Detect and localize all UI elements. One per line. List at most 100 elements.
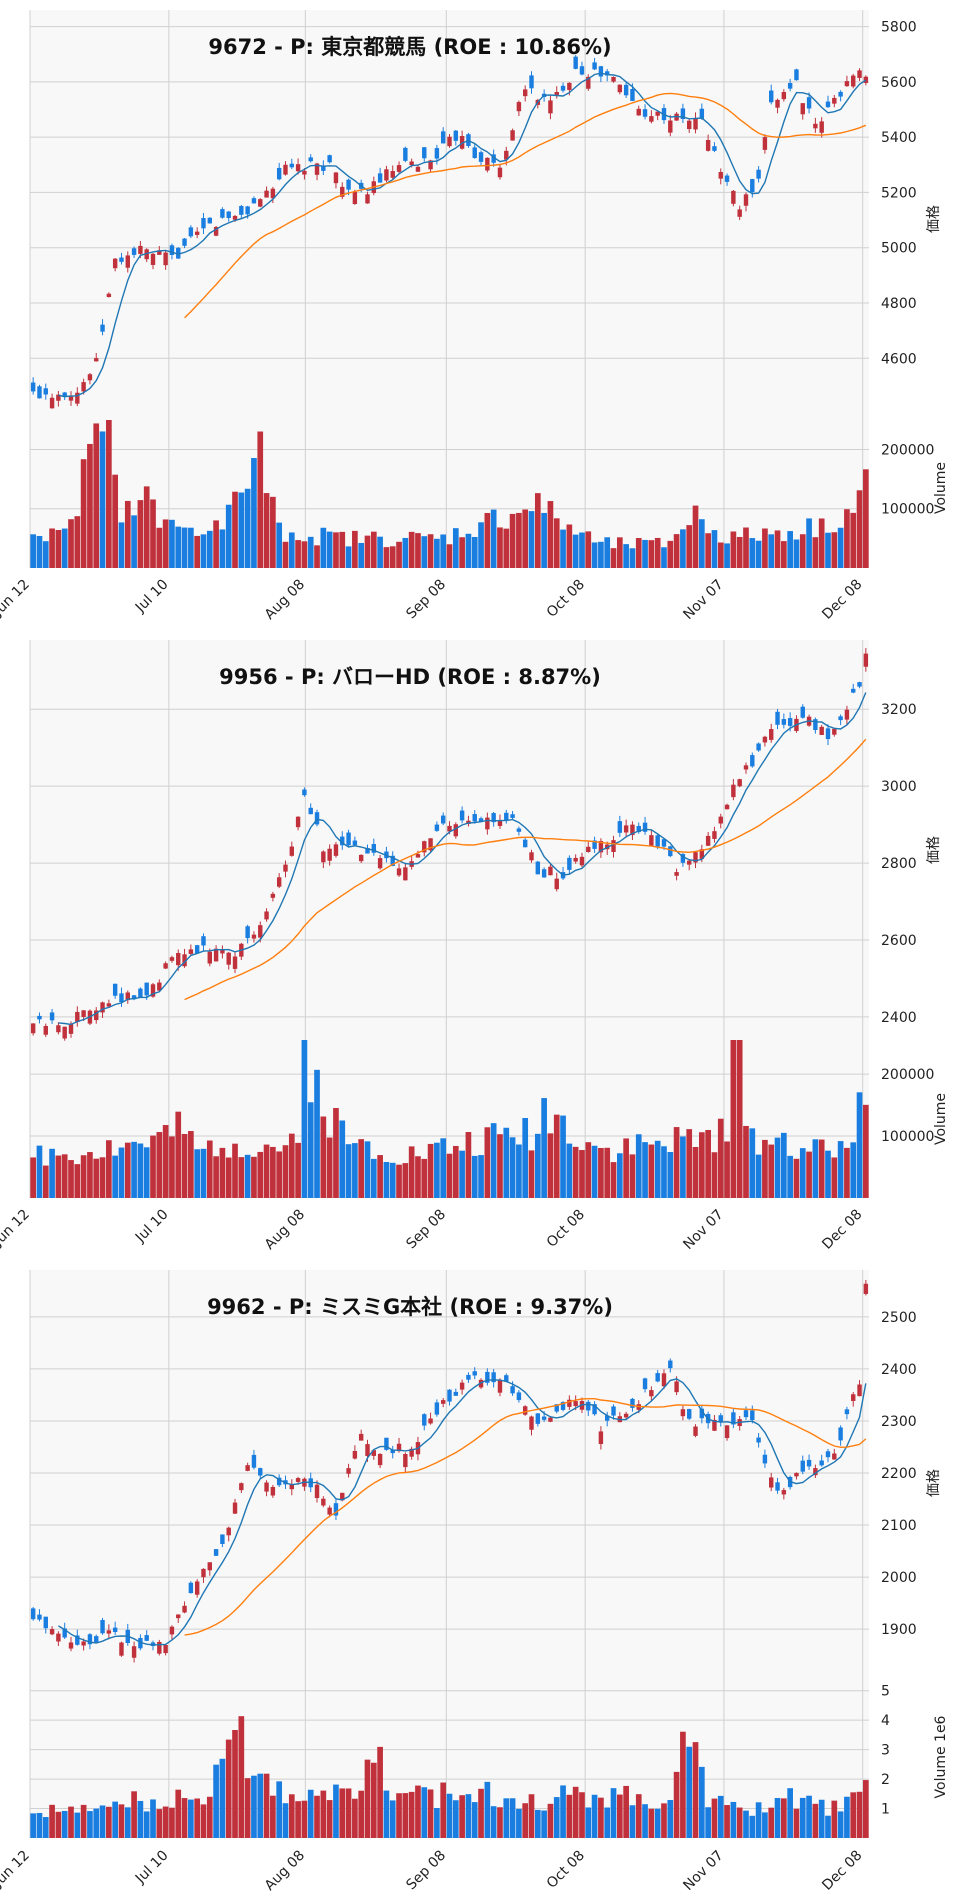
volume-bar <box>787 1155 793 1198</box>
volume-tick-label: 3 <box>881 1743 890 1759</box>
price-pane-bg <box>30 640 869 1040</box>
candle-body <box>857 682 862 687</box>
candle-body <box>144 249 149 260</box>
volume-bar <box>345 1144 352 1198</box>
volume-bar <box>282 1803 289 1838</box>
sma-fast-line <box>58 72 867 398</box>
volume-bar <box>118 522 125 568</box>
volume-bar <box>686 525 693 568</box>
volume-bar <box>705 1807 711 1838</box>
candle-body <box>485 1371 490 1383</box>
volume-bar <box>509 513 516 568</box>
volume-bar <box>251 1775 257 1838</box>
volume-bar <box>389 1800 396 1838</box>
candle-body <box>838 91 843 97</box>
candle-body <box>478 818 484 822</box>
volume-bar <box>194 1798 201 1838</box>
volume-bar <box>30 1813 36 1838</box>
candle-body <box>819 121 824 133</box>
volume-bar <box>711 1152 718 1198</box>
volume-bar <box>257 1773 264 1838</box>
candle-body <box>358 854 364 862</box>
volume-bar <box>206 1796 213 1838</box>
volume-bar <box>774 1137 781 1198</box>
candle-body <box>251 198 257 204</box>
candle-body <box>340 836 345 846</box>
candle-body <box>245 1465 250 1471</box>
candle-body <box>522 1406 528 1415</box>
x-tick-label: Jul 10 <box>132 1207 172 1247</box>
volume-bar <box>162 1806 169 1838</box>
volume-bar <box>30 1157 36 1198</box>
volume-bar <box>591 1145 598 1198</box>
sma-slow-line <box>184 92 867 319</box>
candle-body <box>743 765 749 770</box>
volume-bar <box>61 528 68 568</box>
volume-bars <box>30 419 869 568</box>
candle-body <box>674 1381 679 1393</box>
candle-body <box>314 812 320 825</box>
volume-bar <box>572 1146 579 1198</box>
volume-bar <box>648 1144 655 1198</box>
candle-body <box>327 155 332 163</box>
candle-body <box>295 1478 301 1482</box>
candle-body <box>724 175 730 182</box>
volume-bar <box>200 534 207 568</box>
volume-bar <box>421 1787 428 1838</box>
volume-bar <box>698 1766 705 1838</box>
volume-bar <box>705 1129 711 1198</box>
volume-bar <box>276 522 283 568</box>
volume-bar <box>490 1123 497 1198</box>
volume-bar <box>793 1808 800 1838</box>
candle-body <box>396 165 402 172</box>
volume-bar <box>863 1104 869 1198</box>
candle-body <box>251 934 257 939</box>
candle-body <box>668 1360 673 1369</box>
x-tick-label: Oct 08 <box>544 1848 588 1892</box>
volume-bar <box>188 1131 194 1198</box>
volume-bar <box>402 537 409 568</box>
candle-body <box>201 217 206 229</box>
volume-bar <box>553 1114 560 1198</box>
volume-bar <box>497 1134 503 1198</box>
volume-bar <box>55 1811 62 1838</box>
volume-bar <box>396 1793 402 1838</box>
volume-bar <box>717 1795 724 1838</box>
candle-body <box>207 951 212 964</box>
x-tick-label: Jul 10 <box>132 1848 172 1888</box>
volume-bar <box>87 1811 93 1838</box>
candle-body <box>661 839 667 847</box>
candle-body <box>75 1635 80 1645</box>
volume-bar <box>566 524 573 568</box>
volume-bar <box>314 1069 320 1198</box>
candle-body <box>611 76 616 82</box>
candle-body <box>668 120 673 133</box>
volume-bar <box>364 535 371 568</box>
volume-bar <box>314 545 320 568</box>
volume-bar <box>452 1145 459 1198</box>
candle-body <box>30 1023 36 1034</box>
volume-bar <box>263 493 270 568</box>
candle-body <box>586 846 591 852</box>
x-tick-label: Nov 07 <box>680 577 726 623</box>
candle-body <box>579 66 585 75</box>
volume-bar <box>307 1102 314 1198</box>
volume-bar <box>301 1800 308 1838</box>
candle-body <box>825 728 831 740</box>
volume-bar <box>547 501 554 568</box>
volume-bar <box>579 1150 585 1198</box>
candle-body <box>428 160 433 170</box>
volume-bar <box>812 1139 819 1198</box>
volume-bar <box>440 1138 447 1198</box>
candle-body <box>674 872 679 876</box>
candle-body <box>283 864 288 872</box>
candle-body <box>62 392 67 398</box>
candle-body <box>598 66 604 77</box>
volume-bar <box>175 1111 182 1198</box>
candle-body <box>680 1409 686 1417</box>
candle-body <box>327 1507 332 1515</box>
volume-bar <box>610 548 617 568</box>
candle-body <box>586 1401 591 1411</box>
candle-body <box>769 90 774 103</box>
candle-body <box>592 62 597 70</box>
